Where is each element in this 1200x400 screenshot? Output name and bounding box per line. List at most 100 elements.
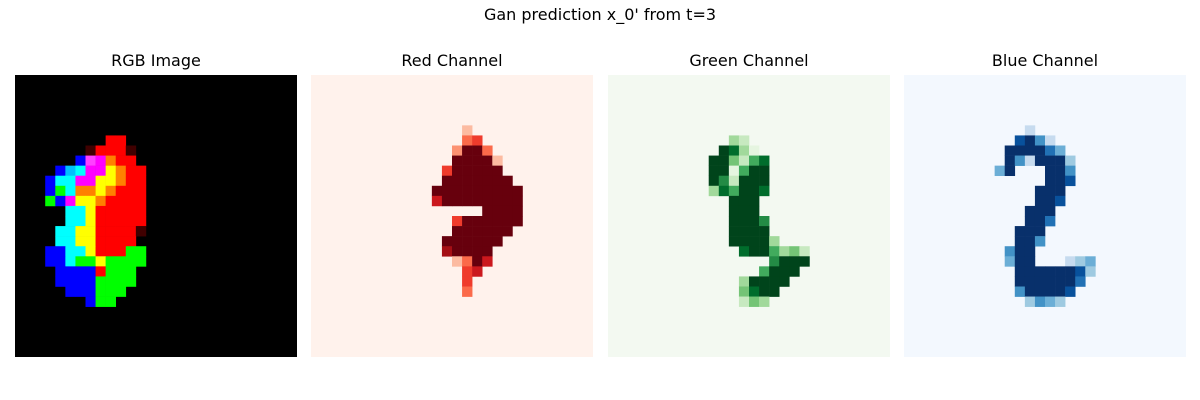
heatmap-cell bbox=[95, 165, 106, 177]
heatmap-cell bbox=[502, 195, 513, 207]
heatmap-cell bbox=[1034, 296, 1046, 307]
heatmap-cell bbox=[728, 165, 740, 177]
heatmap-cell bbox=[769, 256, 780, 267]
heatmap-cell bbox=[452, 145, 463, 156]
heatmap-cell bbox=[482, 256, 493, 267]
heatmap-cell bbox=[85, 296, 96, 307]
heatmap-cell bbox=[482, 246, 493, 257]
heatmap-cell bbox=[65, 236, 76, 247]
heatmap-cell bbox=[789, 266, 800, 277]
heatmap-cell bbox=[749, 205, 760, 217]
heatmap-cell bbox=[65, 195, 76, 207]
heatmap-cell bbox=[502, 216, 513, 227]
heatmap-cell bbox=[125, 155, 137, 166]
heatmap-cell bbox=[55, 236, 66, 247]
heatmap-cell bbox=[125, 216, 137, 227]
heatmap-cell bbox=[462, 226, 473, 237]
heatmap-cell bbox=[115, 135, 127, 146]
heatmap-cell bbox=[1024, 135, 1036, 146]
heatmap-cell bbox=[1055, 266, 1066, 277]
heatmap-cell bbox=[1065, 155, 1076, 166]
heatmap-cell bbox=[95, 175, 106, 187]
heatmap-cell bbox=[759, 165, 770, 177]
heatmap-cell bbox=[1034, 286, 1046, 297]
heatmap-cell bbox=[105, 246, 117, 257]
heatmap-cell bbox=[482, 165, 493, 177]
heatmap-cell bbox=[769, 286, 780, 297]
heatmap-cell bbox=[502, 205, 513, 217]
heatmap-cell bbox=[1004, 155, 1016, 166]
heatmap-cell bbox=[728, 216, 740, 227]
heatmap-cell bbox=[452, 236, 463, 247]
heatmap-cell bbox=[1065, 266, 1076, 277]
heatmap-cell bbox=[125, 236, 137, 247]
heatmap-cell bbox=[135, 185, 147, 197]
heatmap-cell bbox=[105, 155, 117, 166]
heatmap-cell bbox=[492, 175, 503, 187]
heatmap-cell bbox=[749, 226, 760, 237]
heatmap-cell bbox=[125, 145, 137, 156]
heatmap-cell bbox=[738, 216, 750, 227]
heatmap-cell bbox=[1055, 155, 1066, 166]
heatmap-cell bbox=[125, 266, 137, 277]
heatmap-cell bbox=[769, 246, 780, 257]
heatmap-cell bbox=[85, 216, 96, 227]
heatmap-cell bbox=[441, 165, 453, 177]
heatmap-cell bbox=[738, 286, 750, 297]
heatmap-cell bbox=[452, 185, 463, 197]
heatmap-cell bbox=[95, 296, 106, 307]
heatmap-cell bbox=[759, 155, 770, 166]
heatmap-cell bbox=[759, 266, 770, 277]
heatmap-cell bbox=[45, 195, 56, 207]
heatmap-blue bbox=[904, 75, 1186, 357]
heatmap-cell bbox=[75, 286, 86, 297]
heatmap-cell bbox=[728, 155, 740, 166]
heatmap-cell bbox=[1014, 286, 1026, 297]
heatmap-cell bbox=[749, 276, 760, 287]
heatmap-cell bbox=[1014, 246, 1026, 257]
heatmap-cell bbox=[85, 236, 96, 247]
heatmap-background bbox=[15, 75, 297, 357]
heatmap-cell bbox=[718, 175, 730, 187]
heatmap-cell bbox=[462, 195, 473, 207]
heatmap-cell bbox=[759, 216, 770, 227]
heatmap-cell bbox=[1045, 135, 1056, 146]
heatmap-cell bbox=[1014, 266, 1026, 277]
heatmap-cell bbox=[502, 185, 513, 197]
heatmap-cell bbox=[85, 276, 96, 287]
heatmap-cell bbox=[462, 236, 473, 247]
heatmap-cell bbox=[115, 185, 127, 197]
heatmap-cell bbox=[105, 266, 117, 277]
heatmap-cell bbox=[75, 175, 86, 187]
heatmap-cell bbox=[1024, 266, 1036, 277]
heatmap-cell bbox=[779, 276, 790, 287]
heatmap-cell bbox=[75, 266, 86, 277]
heatmap-cell bbox=[1034, 195, 1046, 207]
heatmap-cell bbox=[1065, 256, 1076, 267]
heatmap-cell bbox=[431, 195, 443, 207]
heatmap-cell bbox=[65, 175, 76, 187]
heatmap-cell bbox=[462, 286, 473, 297]
heatmap-cell bbox=[728, 236, 740, 247]
heatmap-cell bbox=[452, 165, 463, 177]
heatmap-cell bbox=[749, 296, 760, 307]
heatmap-cell bbox=[708, 175, 720, 187]
heatmap-cell bbox=[728, 135, 740, 146]
heatmap-cell bbox=[738, 296, 750, 307]
heatmap-cell bbox=[749, 286, 760, 297]
heatmap-cell bbox=[75, 195, 86, 207]
heatmap-cell bbox=[115, 236, 127, 247]
panel-title-blue: Blue Channel bbox=[991, 51, 1099, 70]
heatmap-cell bbox=[749, 216, 760, 227]
heatmap-cell bbox=[728, 195, 740, 207]
heatmap-cell bbox=[135, 205, 147, 217]
heatmap-cell bbox=[759, 286, 770, 297]
heatmap-cell bbox=[75, 276, 86, 287]
heatmap-cell bbox=[1085, 256, 1096, 267]
heatmap-cell bbox=[462, 125, 473, 136]
heatmap-cell bbox=[749, 246, 760, 257]
heatmap-cell bbox=[472, 145, 483, 156]
heatmap-cell bbox=[492, 205, 503, 217]
heatmap-cell bbox=[55, 266, 66, 277]
heatmap-cell bbox=[115, 276, 127, 287]
